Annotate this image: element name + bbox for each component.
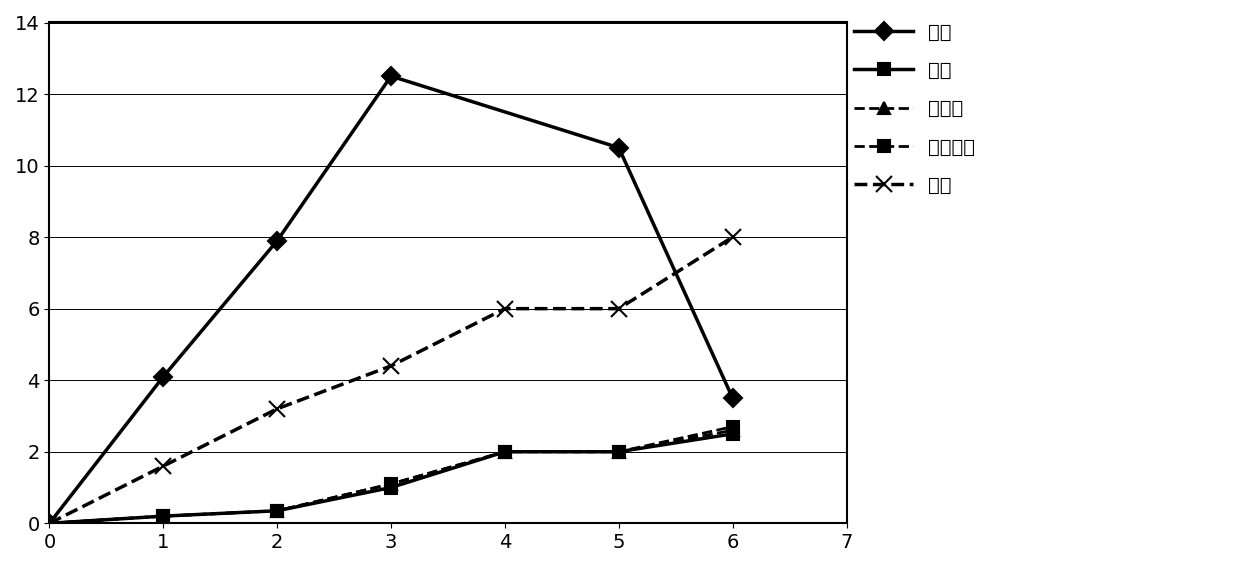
- 美洲枫香: [725, 424, 740, 430]
- 垂柳: [725, 234, 740, 240]
- Line: 桃金娘: 桃金娘: [43, 424, 739, 530]
- 黛豆: [725, 395, 740, 401]
- 野莓: [156, 513, 171, 519]
- Line: 垂柳: 垂柳: [41, 229, 742, 532]
- 垂柳: [156, 463, 171, 469]
- 桃金娘: [42, 520, 57, 527]
- 垂柳: [383, 362, 398, 369]
- 桃金娘: [156, 513, 171, 519]
- 垂柳: [497, 305, 512, 312]
- Legend: 黛豆, 野莓, 桃金娘, 美洲枫香, 垂柳: 黛豆, 野莓, 桃金娘, 美洲枫香, 垂柳: [854, 23, 976, 195]
- 黛豆: [270, 238, 285, 244]
- 垂柳: [611, 305, 626, 312]
- 桃金娘: [270, 507, 285, 514]
- 桃金娘: [383, 480, 398, 487]
- Line: 黛豆: 黛豆: [43, 70, 739, 530]
- Line: 美洲枫香: 美洲枫香: [43, 421, 739, 530]
- 黛豆: [42, 520, 57, 527]
- Line: 野莓: 野莓: [43, 428, 739, 530]
- 美洲枫香: [497, 448, 512, 455]
- 野莓: [270, 507, 285, 514]
- 野莓: [383, 484, 398, 491]
- 桃金娘: [497, 448, 512, 455]
- 野莓: [497, 448, 512, 455]
- 桃金娘: [725, 427, 740, 434]
- 黛豆: [383, 73, 398, 79]
- 垂柳: [42, 520, 57, 527]
- 桃金娘: [611, 448, 626, 455]
- 野莓: [611, 448, 626, 455]
- 黛豆: [611, 144, 626, 151]
- 美洲枫香: [270, 507, 285, 514]
- 垂柳: [270, 405, 285, 412]
- 美洲枫香: [611, 448, 626, 455]
- 美洲枫香: [383, 480, 398, 487]
- 黛豆: [156, 373, 171, 380]
- 野莓: [42, 520, 57, 527]
- 野莓: [725, 430, 740, 437]
- 美洲枫香: [42, 520, 57, 527]
- 美洲枫香: [156, 513, 171, 519]
